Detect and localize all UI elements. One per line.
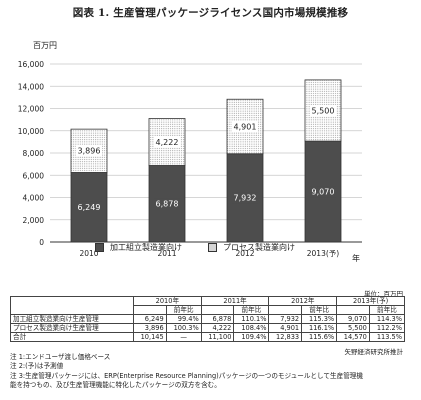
- year-header: 2011年: [200, 296, 270, 306]
- footnotes: 注 1:エンドユーザ渡し価格ベース 注 2:(予)は予測値 注 3:生産管理パッ…: [10, 353, 410, 391]
- data-label: 6,878: [156, 200, 179, 209]
- data-label-bg: [232, 120, 258, 132]
- value-cell: 10,145: [133, 332, 167, 342]
- table-unit-note: 単位：百万円: [364, 290, 403, 298]
- yoy-cell: 115.6%: [301, 332, 338, 342]
- yoy-cell: 115.3%: [301, 314, 338, 324]
- yoy-cell: 108.4%: [233, 323, 270, 333]
- stacked-bar-chart: 百万円 年 0 2,000 4,000 6,000 8,000 10,000 12,000 1…: [18, 41, 362, 263]
- footnote: 能を持つもの、及び生産管理機能に特化したパッケージの双方を含む。: [10, 381, 221, 390]
- value-subheader: [268, 305, 303, 315]
- table-subheader-row: 前年比 前年比 前年比 前年比: [11, 305, 406, 315]
- footnote: 注 1:エンドユーザ渡し価格ベース: [10, 353, 111, 361]
- year-header: 2010年: [133, 296, 202, 306]
- yoy-cell: 109.4%: [233, 332, 270, 342]
- data-label-bg: [76, 145, 102, 157]
- row-label: プロセス製造業向け生産管理: [10, 323, 134, 333]
- legend-label-process: プロセス製造業向け: [223, 243, 295, 252]
- y-axis-unit-label: 百万円: [33, 41, 57, 50]
- table-row: プロセス製造業向け生産管理 3,896 100.3% 4,222 108.4% 4,901…: [10, 323, 406, 333]
- value-cell: 6,249: [133, 314, 167, 324]
- data-label-bg: [310, 186, 336, 198]
- yoy-cell: 114.3%: [368, 314, 406, 324]
- yoy-subheader: 前年比: [301, 305, 338, 315]
- yoy-subheader: 前年比: [233, 305, 270, 315]
- table-row: 加工組立製造業向け生産管理 6,249 99.4% 6,878 110.1% 7,932 1…: [10, 314, 406, 324]
- value-cell: 14,570: [336, 332, 370, 342]
- data-label-bg: [154, 198, 180, 210]
- x-axis-unit-label: 年: [352, 253, 360, 263]
- yoy-subheader: 前年比: [165, 305, 202, 315]
- y-tick-label: 10,000: [18, 127, 44, 136]
- x-tick-label: 2013(予): [307, 249, 340, 258]
- value-cell: 3,896: [133, 323, 167, 333]
- y-tick-label: 16,000: [18, 60, 44, 69]
- market-size-table: 2010年 2011年 2012年 2013年(予) 前年比 前年比 前年比 前…: [10, 296, 406, 342]
- yoy-cell: 112.2%: [368, 323, 406, 333]
- value-subheader: [133, 305, 167, 315]
- data-label: 5,500: [312, 106, 335, 115]
- year-header: 2012年: [268, 296, 338, 306]
- chart-legend: 加工組立製造業向け プロセス製造業向け: [95, 242, 295, 253]
- data-label-bg: [310, 105, 336, 117]
- row-label: 加工組立製造業向け生産管理: [10, 314, 134, 324]
- footnote: 注 3:生産管理パッケージには、ERP(Enterprise Resource …: [10, 371, 363, 380]
- value-cell: 12,833: [268, 332, 303, 342]
- table-row: 合計 10,145—11,100 109.4% 12,833 115.6% 14,570 1…: [10, 332, 406, 342]
- legend-swatch-dotted: [208, 243, 217, 252]
- data-label: 3,896: [78, 147, 101, 156]
- yoy-cell: 110.1%: [233, 314, 270, 324]
- data-label: 7,932: [234, 194, 257, 203]
- table-header-row: 2010年 2011年 2012年 2013年(予): [10, 296, 405, 315]
- value-cell: 4,901: [268, 323, 303, 333]
- value-subheader: [336, 305, 370, 315]
- y-tick-label: 12,000: [18, 105, 44, 114]
- source-note: 矢野経済研究所推計: [344, 348, 404, 356]
- data-label-bg: [232, 192, 258, 204]
- footnote: 注 2:(予)は予測値: [10, 362, 64, 371]
- data-label-bg: [76, 201, 102, 213]
- value-cell: 11,100: [200, 332, 235, 342]
- legend-label-assembly: 加工組立製造業向け: [110, 243, 182, 252]
- yoy-subheader: 前年比: [368, 305, 406, 315]
- y-tick-label: 14,000: [18, 82, 44, 91]
- year-header: 2013年(予): [336, 296, 405, 306]
- yoy-cell: —: [165, 332, 202, 342]
- data-label: 4,222: [156, 138, 179, 147]
- data-label: 6,249: [78, 203, 101, 212]
- y-tick-label: 0: [39, 238, 44, 247]
- data-label: 9,070: [312, 187, 335, 196]
- value-cell: 9,070: [336, 314, 370, 324]
- value-cell: 6,878: [200, 314, 235, 324]
- data-label: 4,901: [234, 122, 257, 131]
- figure-title: 図表 1. 生産管理パッケージライセンス国内市場規模推移: [72, 7, 349, 19]
- y-tick-label: 4,000: [23, 194, 45, 203]
- yoy-cell: 99.4%: [165, 314, 202, 324]
- table-corner-cell: [10, 296, 134, 315]
- y-tick-label: 2,000: [23, 216, 45, 225]
- value-subheader: [200, 305, 235, 315]
- value-cell: 4,222: [200, 323, 235, 333]
- y-tick-label: 8,000: [23, 149, 45, 158]
- y-tick-label: 6,000: [23, 171, 45, 180]
- x-tick-label: 2010: [79, 249, 98, 258]
- data-label-bg: [154, 136, 180, 148]
- legend-swatch-solid: [95, 243, 104, 252]
- yoy-cell: 100.3%: [165, 323, 202, 333]
- value-cell: 7,932: [268, 314, 303, 324]
- value-cell: 5,500: [336, 323, 370, 333]
- yoy-cell: 113.5%: [368, 332, 406, 342]
- row-label: 合計: [10, 332, 134, 342]
- yoy-cell: 116.1%: [301, 323, 338, 333]
- x-tick-label: 2012: [235, 249, 254, 258]
- x-tick-label: 2011: [157, 249, 176, 258]
